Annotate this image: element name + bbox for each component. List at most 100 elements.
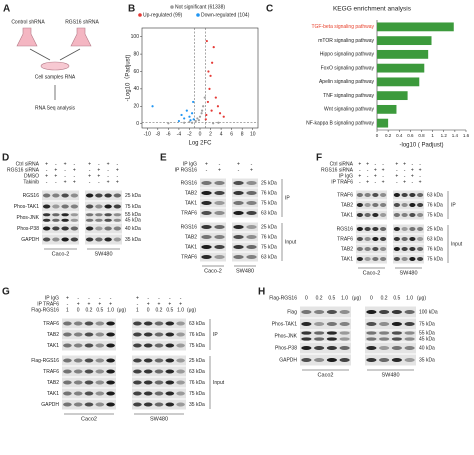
- blot-band: [201, 191, 212, 195]
- label: RNA Seq analysis: [35, 105, 76, 111]
- blot-membrane: [393, 254, 424, 264]
- unit-label: (μg): [352, 295, 361, 301]
- blot-band: [356, 247, 363, 251]
- section-label: Input: [285, 239, 297, 245]
- condition-mark: +: [73, 179, 76, 185]
- blot-membrane: [365, 306, 416, 318]
- blot-band: [113, 193, 122, 198]
- condition-label: IP IgG: [45, 295, 59, 301]
- condition-mark: +: [395, 161, 398, 167]
- section-label: Input: [451, 241, 463, 247]
- blot-membrane: [85, 234, 122, 245]
- blot-band: [393, 213, 400, 217]
- condition-mark: +: [116, 167, 119, 173]
- blot-band: [404, 322, 415, 326]
- x-tick-label: -4: [177, 131, 182, 137]
- blot-band: [63, 369, 72, 374]
- blot-band: [106, 343, 115, 348]
- blot-band: [246, 255, 257, 259]
- condition-mark: -: [396, 167, 398, 173]
- blot-band: [401, 193, 408, 197]
- blot-label: Phos-JNK: [16, 215, 39, 221]
- condition-mark: +: [77, 301, 80, 307]
- blot-band: [364, 227, 371, 231]
- blot-label: TAB2: [185, 190, 197, 196]
- unit-label: (μg): [187, 307, 196, 313]
- blot-membrane: [42, 223, 79, 234]
- blot-band: [409, 203, 416, 207]
- blot-band: [154, 321, 164, 326]
- condition-mark: -: [117, 161, 119, 167]
- blot-band: [356, 237, 363, 241]
- point: [167, 122, 170, 125]
- blot-band: [154, 380, 164, 385]
- blot-membrane: [300, 330, 351, 342]
- x-tick-label: 1.2: [441, 133, 448, 138]
- blot-band: [61, 204, 69, 209]
- condition-mark: 0.5: [393, 295, 400, 301]
- point: [205, 113, 208, 117]
- blot-band: [417, 227, 424, 231]
- blot-band: [391, 322, 402, 326]
- point: [210, 109, 213, 112]
- x-tick-label: 1.4: [452, 133, 459, 138]
- condition-label: Flag-RGS16: [31, 307, 59, 313]
- blot-band: [73, 380, 83, 385]
- blot-band: [106, 358, 115, 363]
- blot-label: Phos-TAK1: [272, 321, 297, 327]
- blot-band: [372, 257, 379, 261]
- size-label: 45 kDa: [125, 218, 141, 224]
- blot-band: [63, 332, 72, 337]
- blot-label: GAPDH: [279, 357, 297, 363]
- condition-mark: -: [359, 167, 361, 173]
- blot-band: [104, 204, 112, 209]
- condition-mark: +: [374, 167, 377, 173]
- blot-band: [70, 218, 79, 222]
- point: [217, 121, 220, 124]
- blot-band: [339, 322, 350, 326]
- blot-band: [404, 358, 415, 362]
- condition-mark: -: [67, 301, 69, 307]
- blot-band: [246, 225, 257, 229]
- blot-band: [214, 201, 225, 205]
- blot-membrane: [42, 234, 79, 245]
- panel-label: F: [316, 153, 322, 164]
- blot-membrane: [393, 210, 424, 220]
- y-tick-label: 60: [133, 69, 139, 75]
- blot-band: [314, 346, 325, 350]
- blot-membrane: [393, 224, 424, 234]
- condition-mark: -: [55, 161, 57, 167]
- point: [197, 119, 201, 122]
- label: Control shRNA: [11, 19, 45, 25]
- blot-band: [42, 193, 51, 198]
- condition-mark: -: [158, 295, 160, 301]
- blot-membrane: [42, 212, 79, 223]
- condition-mark: +: [419, 167, 422, 173]
- blot-label: GAPDH: [41, 402, 59, 408]
- condition-mark: -: [117, 173, 119, 179]
- panel-label: G: [2, 287, 10, 298]
- size-label: 75 kDa: [125, 204, 141, 210]
- blot-band: [63, 391, 72, 396]
- blot-band: [70, 213, 79, 217]
- plot-frame: [141, 27, 259, 129]
- blot-band: [326, 331, 337, 335]
- condition-mark: 0.5: [328, 295, 335, 301]
- blot-band: [380, 257, 387, 261]
- blot-band: [356, 227, 363, 231]
- blot-band: [356, 193, 363, 197]
- condition-mark: -: [55, 179, 57, 185]
- blot-band: [95, 402, 105, 407]
- blot-band: [70, 193, 79, 198]
- condition-mark: +: [97, 167, 100, 173]
- blot-band: [214, 181, 225, 185]
- blot-band: [201, 255, 212, 259]
- blot-label: TRAF6: [181, 210, 197, 216]
- point: [209, 74, 212, 77]
- size-label: 75 kDa: [189, 343, 205, 349]
- size-label: 75 kDa: [419, 321, 435, 327]
- blot-band: [393, 227, 400, 231]
- blot-band: [372, 213, 379, 217]
- condition-mark: -: [147, 295, 149, 301]
- point: [211, 61, 214, 64]
